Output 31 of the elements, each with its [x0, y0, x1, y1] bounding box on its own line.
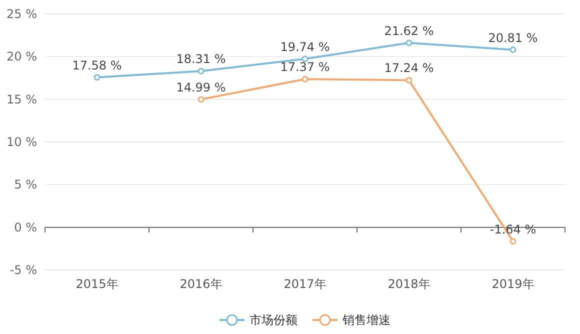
point	[302, 76, 308, 82]
point	[406, 40, 412, 46]
y-tick-label: 15 %	[6, 92, 37, 106]
point	[302, 56, 308, 62]
data-label: 17.58 %	[72, 58, 122, 72]
point	[94, 74, 100, 81]
legend-label: 市场份额	[250, 313, 298, 327]
data-label: 17.24 %	[384, 61, 434, 76]
y-tick-label: 10 %	[6, 135, 37, 149]
point	[406, 76, 412, 84]
x-tick-label: 2015年	[76, 277, 118, 291]
x-tick-label: 2017年	[284, 277, 326, 291]
data-label: 17.37 %	[280, 60, 330, 74]
y-tick-label: 25 %	[6, 7, 37, 21]
y-tick-label: 5 %	[14, 178, 37, 192]
data-label: 19.74 %	[280, 40, 330, 54]
x-tick-label: 2016年	[180, 277, 222, 291]
data-label: 21.62 %	[384, 24, 434, 38]
point	[510, 46, 516, 54]
point	[198, 68, 204, 74]
x-tick-label: 2019年	[492, 277, 534, 291]
point	[198, 96, 204, 103]
point	[510, 238, 516, 245]
y-tick-label: 0 %	[14, 220, 37, 234]
data-label: 18.31 %	[176, 52, 226, 66]
data-label: 20.81 %	[488, 30, 538, 45]
legend-label: 销售增速	[342, 313, 390, 327]
data-label: 14.99 %	[176, 80, 226, 94]
y-tick-label: -5 %	[10, 263, 37, 277]
x-tick-label: 2018年	[388, 277, 430, 291]
y-tick-label: 20 %	[6, 50, 37, 64]
